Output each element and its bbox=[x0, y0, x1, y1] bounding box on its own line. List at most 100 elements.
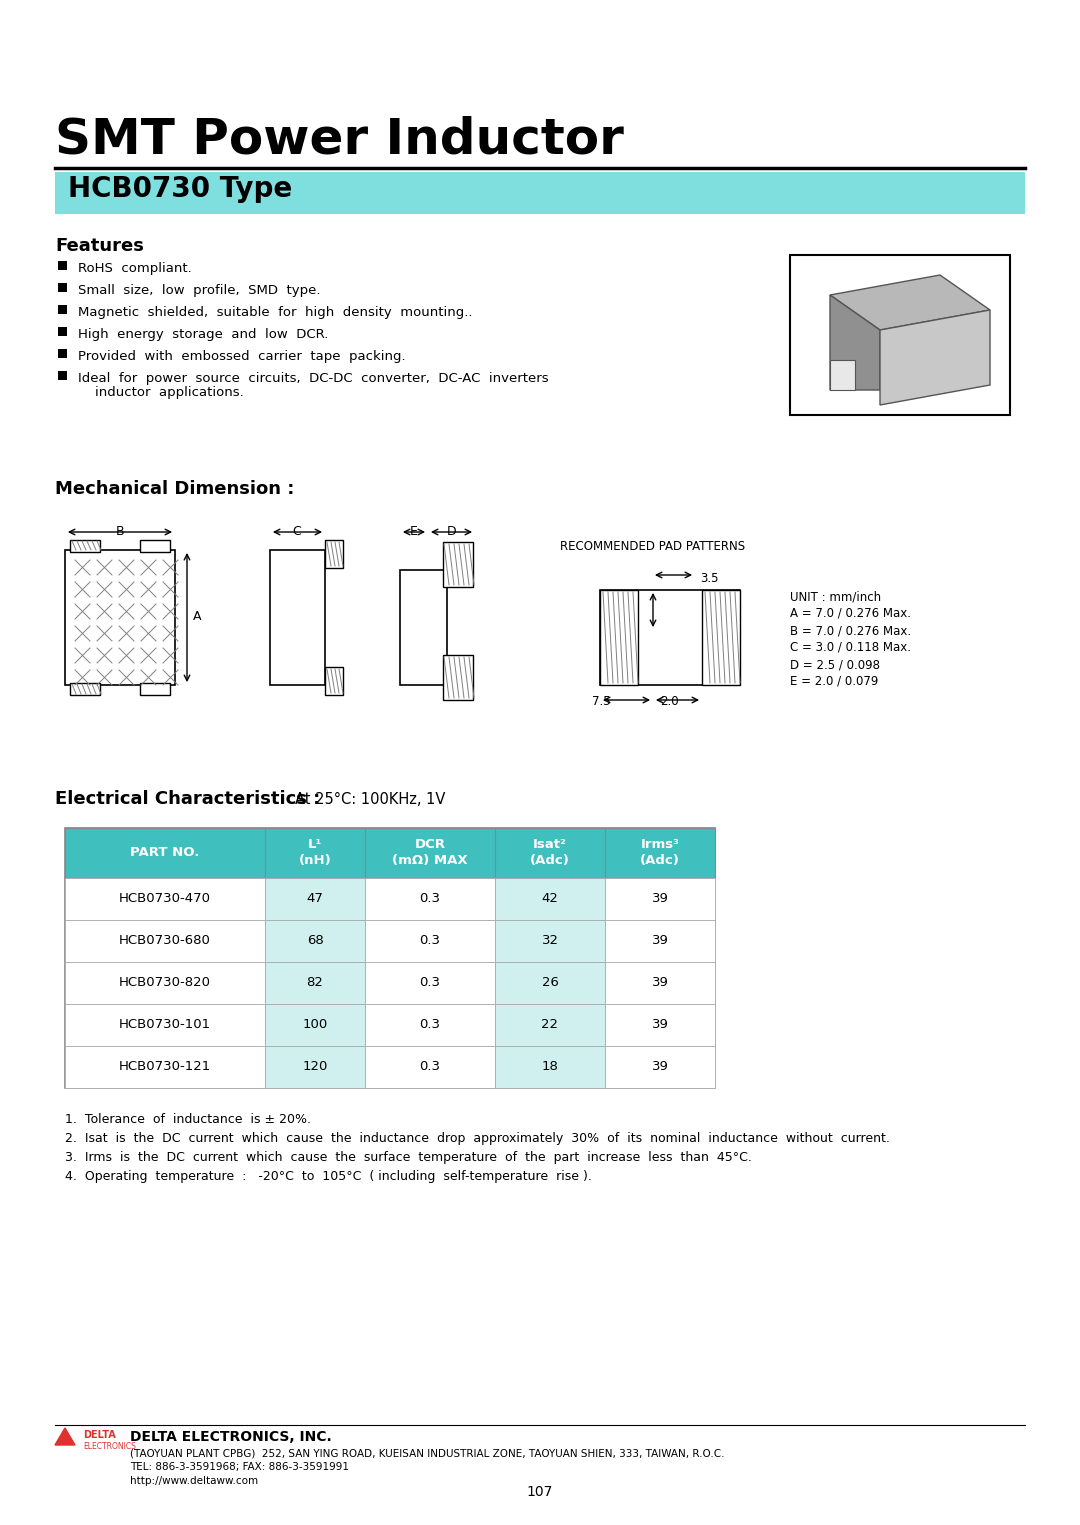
Bar bbox=[55, 172, 1025, 214]
Text: 42: 42 bbox=[541, 892, 558, 906]
Polygon shape bbox=[55, 1427, 75, 1446]
Text: L¹: L¹ bbox=[308, 839, 322, 851]
Text: 39: 39 bbox=[651, 935, 669, 947]
Polygon shape bbox=[831, 274, 990, 329]
Bar bbox=[65, 551, 175, 685]
Text: PART NO.: PART NO. bbox=[131, 846, 200, 859]
Polygon shape bbox=[880, 310, 990, 406]
Text: 18: 18 bbox=[541, 1060, 558, 1074]
Bar bbox=[495, 828, 605, 878]
Bar bbox=[605, 878, 715, 920]
Bar bbox=[58, 305, 67, 314]
Text: B = 7.0 / 0.276 Max.: B = 7.0 / 0.276 Max. bbox=[789, 624, 912, 637]
Text: HCB0730 Type: HCB0730 Type bbox=[68, 175, 293, 203]
Text: High  energy  storage  and  low  DCR.: High energy storage and low DCR. bbox=[78, 328, 328, 342]
Text: At 25°C: 100KHz, 1V: At 25°C: 100KHz, 1V bbox=[295, 791, 445, 807]
Bar bbox=[65, 878, 265, 920]
Text: 68: 68 bbox=[307, 935, 323, 947]
Text: E: E bbox=[410, 525, 418, 538]
Text: HCB0730-470: HCB0730-470 bbox=[119, 892, 211, 906]
Text: Isat²: Isat² bbox=[534, 839, 567, 851]
Text: http://www.deltaww.com: http://www.deltaww.com bbox=[130, 1476, 258, 1485]
Bar bbox=[443, 656, 473, 700]
Text: C: C bbox=[293, 525, 301, 538]
Bar bbox=[65, 828, 265, 878]
Bar bbox=[58, 261, 67, 270]
Bar bbox=[270, 551, 325, 685]
Bar bbox=[325, 666, 343, 695]
Bar bbox=[495, 920, 605, 962]
Polygon shape bbox=[831, 294, 880, 390]
Bar bbox=[265, 962, 365, 1003]
Text: B: B bbox=[116, 525, 124, 538]
Text: HCB0730-101: HCB0730-101 bbox=[119, 1019, 211, 1031]
Bar bbox=[65, 828, 715, 1087]
Bar bbox=[65, 962, 265, 1003]
Text: Magnetic  shielded,  suitable  for  high  density  mounting..: Magnetic shielded, suitable for high den… bbox=[78, 307, 473, 319]
Bar bbox=[789, 255, 1010, 415]
Bar bbox=[65, 920, 265, 962]
Text: DCR: DCR bbox=[415, 839, 446, 851]
Bar bbox=[265, 828, 365, 878]
Text: RoHS  compliant.: RoHS compliant. bbox=[78, 262, 192, 274]
Bar bbox=[605, 1003, 715, 1046]
Bar bbox=[365, 878, 495, 920]
Bar bbox=[400, 570, 447, 685]
Bar bbox=[265, 920, 365, 962]
Bar bbox=[265, 1046, 365, 1087]
Text: HCB0730-680: HCB0730-680 bbox=[119, 935, 211, 947]
Text: 2.0: 2.0 bbox=[660, 695, 678, 708]
Text: 0.3: 0.3 bbox=[419, 976, 441, 990]
Text: 7.5: 7.5 bbox=[592, 695, 610, 708]
Text: 0.3: 0.3 bbox=[419, 1019, 441, 1031]
Text: RECOMMENDED PAD PATTERNS: RECOMMENDED PAD PATTERNS bbox=[561, 540, 745, 554]
Text: 3.5: 3.5 bbox=[700, 572, 718, 586]
Text: A = 7.0 / 0.276 Max.: A = 7.0 / 0.276 Max. bbox=[789, 607, 912, 621]
Text: 120: 120 bbox=[302, 1060, 327, 1074]
Text: ELECTRONICS: ELECTRONICS bbox=[83, 1443, 136, 1450]
Text: 32: 32 bbox=[541, 935, 558, 947]
Text: Features: Features bbox=[55, 236, 144, 255]
Bar bbox=[600, 590, 638, 685]
Text: 39: 39 bbox=[651, 1060, 669, 1074]
Bar bbox=[365, 920, 495, 962]
Bar bbox=[495, 962, 605, 1003]
Text: 39: 39 bbox=[651, 892, 669, 906]
Text: DELTA: DELTA bbox=[83, 1430, 116, 1440]
Bar bbox=[140, 683, 170, 695]
Bar bbox=[605, 828, 715, 878]
Polygon shape bbox=[831, 360, 855, 390]
Text: 107: 107 bbox=[527, 1485, 553, 1499]
Bar bbox=[605, 920, 715, 962]
Text: 47: 47 bbox=[307, 892, 323, 906]
Text: (Adc): (Adc) bbox=[530, 854, 570, 868]
Bar bbox=[265, 1003, 365, 1046]
Bar bbox=[58, 326, 67, 336]
Text: C = 3.0 / 0.118 Max.: C = 3.0 / 0.118 Max. bbox=[789, 640, 912, 654]
Text: (TAOYUAN PLANT CPBG)  252, SAN YING ROAD, KUEISAN INDUSTRIAL ZONE, TAOYUAN SHIEN: (TAOYUAN PLANT CPBG) 252, SAN YING ROAD,… bbox=[130, 1449, 725, 1458]
Text: Ideal  for  power  source  circuits,  DC-DC  converter,  DC-AC  inverters: Ideal for power source circuits, DC-DC c… bbox=[78, 372, 549, 384]
Bar bbox=[265, 878, 365, 920]
Bar bbox=[365, 1003, 495, 1046]
Text: 39: 39 bbox=[651, 976, 669, 990]
Text: Mechanical Dimension :: Mechanical Dimension : bbox=[55, 480, 295, 499]
Bar bbox=[58, 284, 67, 291]
Text: 39: 39 bbox=[651, 1019, 669, 1031]
Text: (Adc): (Adc) bbox=[640, 854, 680, 868]
Text: Small  size,  low  profile,  SMD  type.: Small size, low profile, SMD type. bbox=[78, 284, 321, 297]
Bar bbox=[702, 590, 740, 685]
Text: A: A bbox=[193, 610, 202, 624]
Text: 0.3: 0.3 bbox=[419, 935, 441, 947]
Text: 2.  Isat  is  the  DC  current  which  cause  the  inductance  drop  approximate: 2. Isat is the DC current which cause th… bbox=[65, 1132, 890, 1145]
Text: D: D bbox=[447, 525, 457, 538]
Text: Electrical Characteristics :: Electrical Characteristics : bbox=[55, 790, 321, 808]
Bar bbox=[58, 349, 67, 358]
Bar bbox=[443, 541, 473, 587]
Text: (mΩ) MAX: (mΩ) MAX bbox=[392, 854, 468, 868]
Text: HCB0730-820: HCB0730-820 bbox=[119, 976, 211, 990]
Text: 26: 26 bbox=[541, 976, 558, 990]
Bar bbox=[495, 1003, 605, 1046]
Text: (nH): (nH) bbox=[299, 854, 332, 868]
Text: Irms³: Irms³ bbox=[640, 839, 679, 851]
Text: 4.  Operating  temperature  :   -20°C  to  105°C  ( including  self-temperature : 4. Operating temperature : -20°C to 105°… bbox=[65, 1170, 592, 1183]
